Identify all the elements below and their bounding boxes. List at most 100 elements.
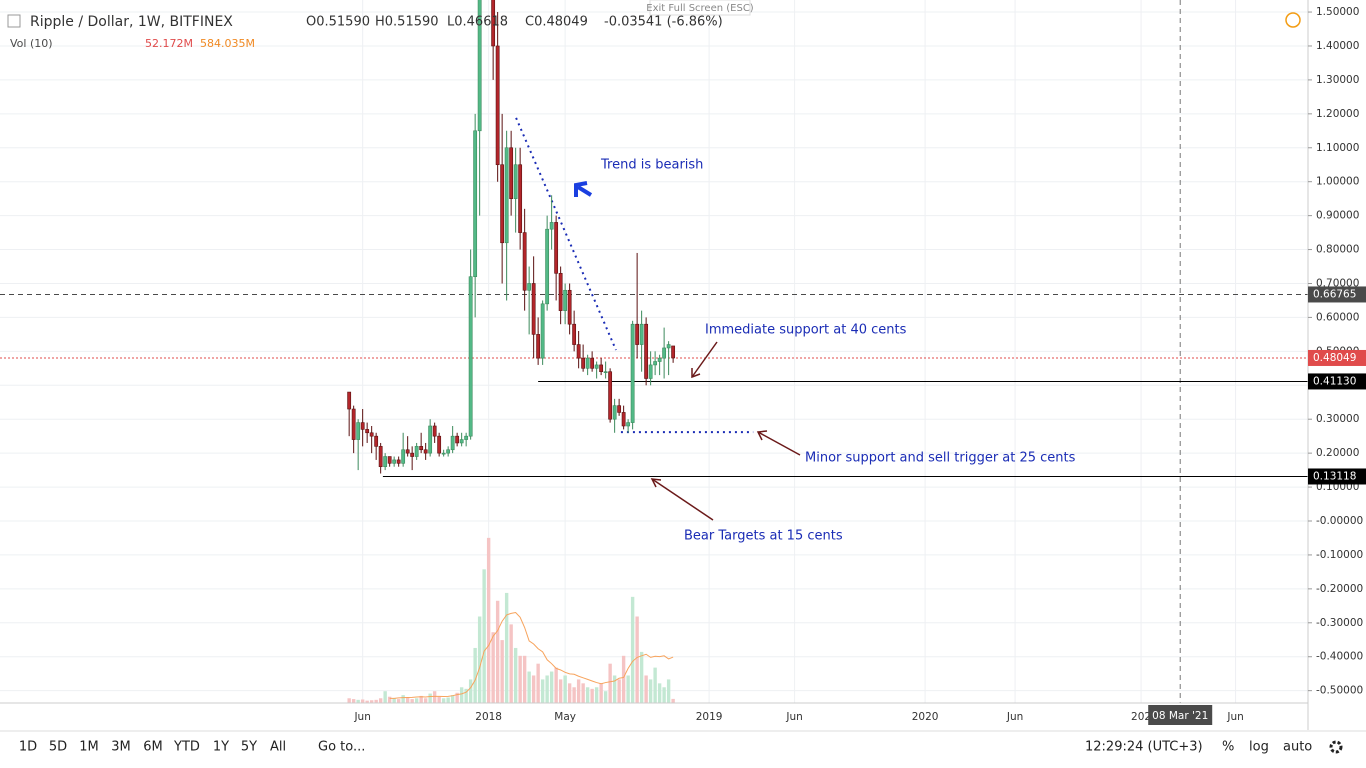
exit-fullscreen[interactable] <box>649 0 751 16</box>
candle-body <box>653 361 658 366</box>
candle-body <box>419 446 424 451</box>
percent-toggle[interactable]: % <box>1222 740 1234 755</box>
volume-bar <box>383 691 387 703</box>
volume-bar <box>594 687 599 703</box>
candle-body <box>630 323 635 423</box>
auto-toggle[interactable]: auto <box>1283 740 1312 755</box>
candle-body <box>513 164 518 199</box>
volume-bar <box>486 537 491 703</box>
volume-bar <box>441 698 446 703</box>
volume-label: Vol (10) <box>10 37 53 50</box>
volume-bar <box>563 675 567 703</box>
plot <box>0 0 1308 703</box>
range-button[interactable]: YTD <box>173 740 200 755</box>
candle-body <box>540 303 545 359</box>
volume-bar <box>531 675 536 703</box>
candle-body <box>639 323 644 345</box>
candle-body <box>410 452 415 457</box>
clock: 12:29:24 (UTC+3) <box>1085 740 1203 755</box>
y-tick-label: 0.60000 <box>1316 311 1359 323</box>
candle-body <box>446 449 451 454</box>
candle-body <box>558 273 563 311</box>
volume-bar <box>608 663 612 703</box>
candle-body <box>608 371 613 420</box>
y-tick-label: -0.50000 <box>1316 685 1363 697</box>
volume-bar <box>653 667 657 703</box>
volume-bar <box>572 687 576 703</box>
volume-bar <box>473 647 477 703</box>
y-tick-label: 1.40000 <box>1316 40 1359 52</box>
price-label: 0.66765 <box>1313 288 1356 300</box>
candle-body <box>464 435 469 440</box>
volume-bar <box>491 632 495 703</box>
candle-body <box>450 435 455 451</box>
range-button[interactable]: 5Y <box>241 740 257 755</box>
volume-bar <box>662 687 666 703</box>
ohlc-close: C0.48049 <box>525 15 588 30</box>
volume-bar <box>351 699 356 703</box>
y-tick-label: -0.00000 <box>1316 515 1363 527</box>
volume-bar <box>549 671 554 703</box>
candle-body <box>360 422 365 430</box>
volume-bar <box>590 688 594 703</box>
volume-bar <box>540 679 545 703</box>
candle-body <box>351 408 356 440</box>
trend-line <box>515 117 617 351</box>
range-button[interactable]: 6M <box>143 740 163 755</box>
candle-body <box>441 452 446 455</box>
candle-body <box>635 323 640 345</box>
volume-bar <box>459 687 464 703</box>
price-label: 0.13118 <box>1313 470 1356 482</box>
symbol-title: Ripple / Dollar, 1W, BITFINEX <box>30 14 233 30</box>
candle-body <box>657 357 662 362</box>
candle-body <box>666 344 671 349</box>
x-tick-label: 2019 <box>696 711 723 723</box>
volume-bar <box>477 616 482 703</box>
candle-body <box>396 459 401 464</box>
volume-bar <box>369 700 374 703</box>
candle-body <box>576 344 581 359</box>
candle-body <box>509 147 514 199</box>
alert-icon[interactable] <box>1285 12 1301 28</box>
candle-body <box>356 422 361 440</box>
y-tick-label: -0.20000 <box>1316 583 1363 595</box>
range-button[interactable]: 5D <box>49 740 67 755</box>
candle-body <box>405 449 410 454</box>
log-toggle[interactable]: log <box>1249 740 1269 755</box>
range-button[interactable]: 1Y <box>213 740 229 755</box>
annotation: Immediate support at 40 cents <box>705 323 907 338</box>
ohlc-high: H0.51590 <box>375 15 439 30</box>
y-tick-label: 1.00000 <box>1316 176 1359 188</box>
exit-fullscreen-label: Exit Full Screen (ESC) <box>646 3 754 14</box>
volume-bar <box>612 675 617 703</box>
x-tick-label: 202 <box>1131 711 1151 723</box>
volume-bar <box>518 655 522 703</box>
x-tick-label: 2018 <box>475 711 502 723</box>
toolbar: 1D 5D 1M 3M 6M YTD 1Y 5Y All <box>19 740 286 755</box>
range-button[interactable]: 1M <box>79 740 99 755</box>
candle-body <box>455 435 460 444</box>
y-tick-label: 1.20000 <box>1316 108 1359 120</box>
settings-icon[interactable] <box>1329 740 1343 754</box>
volume-bar <box>585 687 590 703</box>
volume-bar <box>513 647 518 703</box>
candle-body <box>626 422 631 427</box>
collapse-button[interactable] <box>7 14 21 28</box>
candle-body <box>585 357 590 369</box>
volume-bar <box>626 675 630 703</box>
volume-bar <box>576 679 581 703</box>
candle-body <box>387 456 392 464</box>
range-button[interactable]: All <box>270 740 286 755</box>
volume-ma-line <box>389 612 674 699</box>
volume-bar <box>387 696 392 703</box>
range-button[interactable]: 1D <box>19 740 37 755</box>
volume-bar <box>347 698 351 703</box>
volume-bar <box>396 699 401 703</box>
candle-body <box>518 164 523 233</box>
brown-arrows <box>650 341 801 521</box>
range-button[interactable]: 3M <box>111 740 131 755</box>
blue-arrow <box>574 181 593 197</box>
goto-button[interactable]: Go to... <box>318 740 365 755</box>
candle-body <box>563 289 568 311</box>
volume-bar <box>450 695 455 703</box>
